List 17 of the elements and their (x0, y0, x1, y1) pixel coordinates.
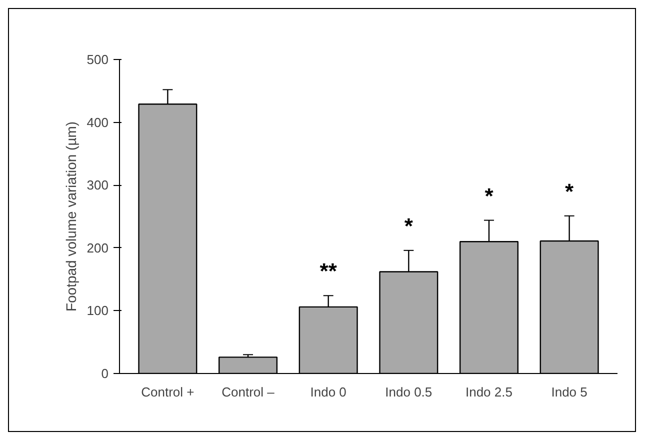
y-tick-label: 0 (101, 366, 109, 381)
y-axis-title: Footpad volume variation (µm) (62, 121, 79, 312)
annotation: * (484, 183, 494, 208)
x-tick-label: Control + (141, 384, 194, 400)
x-tick-label: Indo 2.5 (465, 384, 512, 400)
y-tick-label: 300 (86, 178, 109, 193)
annotation: * (404, 213, 414, 238)
annotation: ** (320, 258, 338, 284)
x-tick-label: Indo 0.5 (385, 384, 432, 400)
x-tick-label: Indo 0 (310, 384, 346, 400)
y-tick-label: 500 (86, 52, 109, 67)
x-tick-label: Indo 5 (551, 384, 588, 400)
y-tick-label: 400 (86, 114, 109, 130)
y-tick-label: 200 (86, 240, 109, 256)
y-tick-label: 100 (86, 303, 109, 318)
x-tick-label: Control – (222, 384, 276, 400)
annotation: * (565, 178, 574, 204)
